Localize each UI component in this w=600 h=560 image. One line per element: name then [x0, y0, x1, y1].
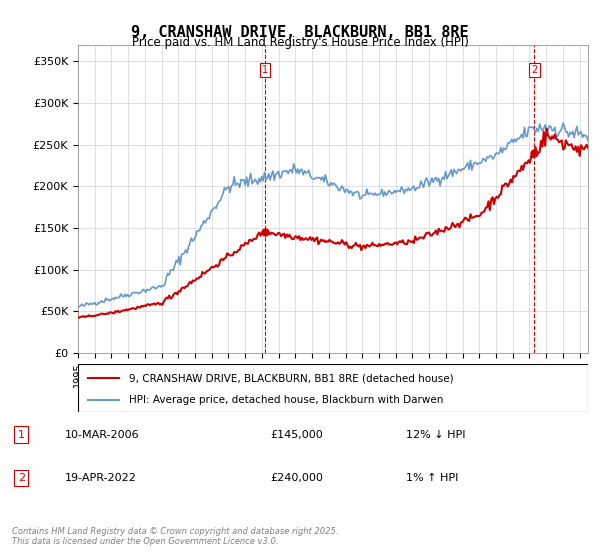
Text: £145,000: £145,000 [271, 430, 323, 440]
Text: 9, CRANSHAW DRIVE, BLACKBURN, BB1 8RE: 9, CRANSHAW DRIVE, BLACKBURN, BB1 8RE [131, 25, 469, 40]
Text: £240,000: £240,000 [271, 473, 323, 483]
Text: HPI: Average price, detached house, Blackburn with Darwen: HPI: Average price, detached house, Blac… [129, 395, 443, 405]
Text: Contains HM Land Registry data © Crown copyright and database right 2025.
This d: Contains HM Land Registry data © Crown c… [12, 526, 338, 546]
Text: 9, CRANSHAW DRIVE, BLACKBURN, BB1 8RE (detached house): 9, CRANSHAW DRIVE, BLACKBURN, BB1 8RE (d… [129, 374, 454, 383]
FancyBboxPatch shape [78, 364, 588, 412]
Text: 12% ↓ HPI: 12% ↓ HPI [406, 430, 466, 440]
Text: 2: 2 [532, 65, 538, 75]
Text: 10-MAR-2006: 10-MAR-2006 [65, 430, 139, 440]
Text: 1: 1 [18, 430, 25, 440]
Text: 2: 2 [18, 473, 25, 483]
Text: 1% ↑ HPI: 1% ↑ HPI [406, 473, 458, 483]
Text: Price paid vs. HM Land Registry's House Price Index (HPI): Price paid vs. HM Land Registry's House … [131, 36, 469, 49]
Text: 1: 1 [262, 65, 268, 75]
Text: 19-APR-2022: 19-APR-2022 [65, 473, 137, 483]
